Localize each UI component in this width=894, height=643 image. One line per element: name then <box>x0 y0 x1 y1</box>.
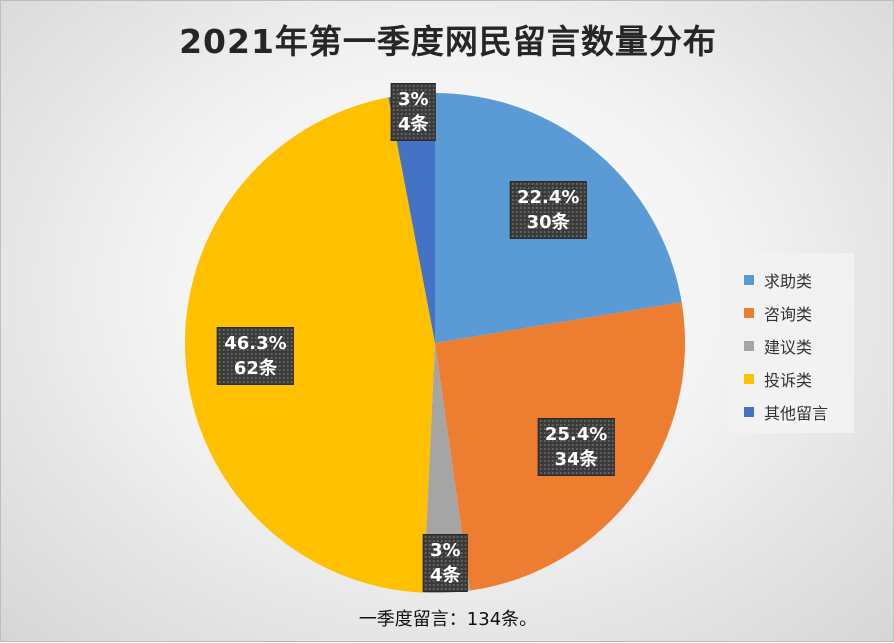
legend-label: 建议类 <box>764 337 813 357</box>
pie-slice-4 <box>185 97 435 593</box>
legend-item: 投诉类 <box>744 362 854 395</box>
count-label: 4条 <box>430 564 461 586</box>
percent-label: 25.4% <box>544 423 608 445</box>
data-label-3: 3% 4条 <box>423 533 468 592</box>
legend-item: 建议类 <box>744 329 854 362</box>
chart-title: 2021年第一季度网民留言数量分布 <box>179 22 717 61</box>
legend-swatch <box>744 340 754 351</box>
percent-label: 22.4% <box>516 186 580 208</box>
legend-label: 求助类 <box>764 271 813 291</box>
pie-slice-5 <box>388 93 435 343</box>
legend-swatch <box>744 406 754 417</box>
data-label-5: 3% 4条 <box>390 82 436 141</box>
data-label-1: 22.4% 30条 <box>509 180 587 239</box>
legend-label: 咨询类 <box>764 304 813 324</box>
total-note: 一季度留言：134条。 <box>358 609 538 630</box>
data-label-4: 46.3% 62条 <box>217 326 294 385</box>
data-label-2: 25.4% 34条 <box>537 417 615 476</box>
legend-item: 其他留言 <box>744 395 854 428</box>
count-label: 62条 <box>233 357 277 379</box>
legend-swatch <box>744 307 754 318</box>
count-label: 30条 <box>526 211 570 233</box>
legend-swatch <box>744 373 754 384</box>
legend-label: 其他留言 <box>764 403 829 423</box>
legend: 求助类咨询类建议类投诉类其他留言 <box>728 253 854 433</box>
legend-swatch <box>744 274 754 285</box>
count-label: 4条 <box>397 113 429 135</box>
legend-item: 求助类 <box>744 263 854 296</box>
legend-item: 咨询类 <box>744 296 854 329</box>
percent-label: 46.3% <box>224 332 287 354</box>
percent-label: 3% <box>397 88 429 110</box>
percent-label: 3% <box>430 539 461 561</box>
pie-slice-3 <box>423 343 471 593</box>
count-label: 34条 <box>554 448 598 470</box>
legend-label: 投诉类 <box>764 370 813 390</box>
